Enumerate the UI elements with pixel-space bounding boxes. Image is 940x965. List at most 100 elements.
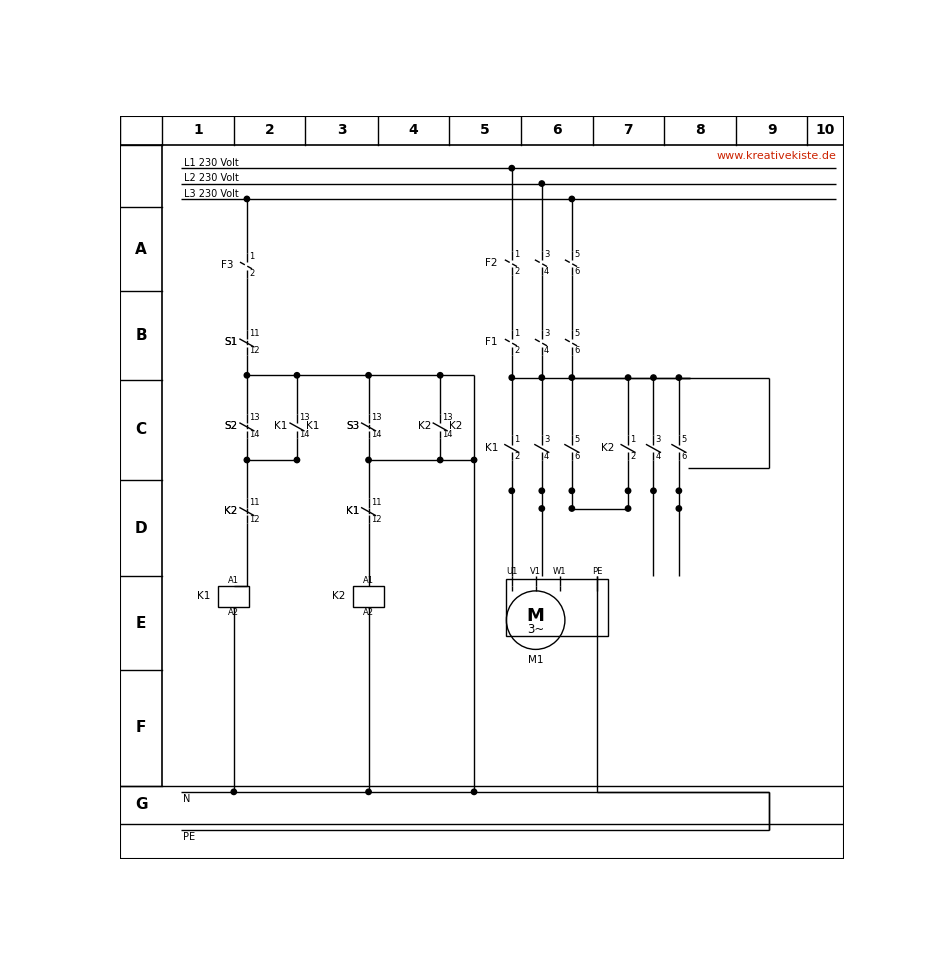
Text: PE: PE — [592, 567, 603, 576]
Text: S2: S2 — [225, 421, 238, 431]
Bar — [218, 586, 249, 607]
Text: K2: K2 — [417, 421, 431, 431]
Text: 2: 2 — [514, 452, 519, 460]
Text: B: B — [135, 328, 147, 344]
Bar — [353, 586, 384, 607]
Circle shape — [676, 488, 682, 493]
Text: 1: 1 — [514, 250, 519, 259]
Circle shape — [509, 375, 514, 380]
Text: 3: 3 — [656, 434, 661, 444]
Circle shape — [569, 506, 574, 511]
Text: 4: 4 — [544, 346, 549, 355]
Text: PE: PE — [183, 832, 196, 842]
Text: S1: S1 — [225, 337, 238, 347]
Text: K2: K2 — [225, 506, 238, 516]
Circle shape — [294, 372, 300, 378]
Text: 3: 3 — [544, 434, 550, 444]
Text: 12: 12 — [249, 346, 259, 355]
Text: K2: K2 — [332, 592, 346, 601]
Text: F: F — [136, 721, 147, 735]
Text: 9: 9 — [767, 124, 776, 137]
Text: 13: 13 — [443, 413, 453, 422]
Text: N: N — [183, 794, 191, 804]
Circle shape — [244, 196, 250, 202]
Text: F2: F2 — [485, 258, 498, 268]
Text: C: C — [135, 423, 147, 437]
Text: 3~: 3~ — [527, 622, 544, 636]
Text: M1: M1 — [528, 655, 543, 665]
Text: 13: 13 — [249, 413, 259, 422]
Circle shape — [244, 372, 250, 378]
Circle shape — [625, 488, 631, 493]
Text: A1: A1 — [363, 576, 374, 586]
Text: 14: 14 — [371, 430, 382, 439]
Text: 6: 6 — [574, 452, 580, 460]
Text: 1: 1 — [514, 434, 519, 444]
Text: 14: 14 — [299, 430, 310, 439]
Circle shape — [231, 789, 237, 794]
Text: S3: S3 — [346, 421, 359, 431]
Text: S2: S2 — [225, 421, 238, 431]
Text: 6: 6 — [682, 452, 686, 460]
Text: www.kreativekiste.de: www.kreativekiste.de — [716, 151, 836, 161]
Circle shape — [625, 506, 631, 511]
Circle shape — [650, 375, 656, 380]
Text: 11: 11 — [249, 498, 259, 507]
Text: F1: F1 — [485, 337, 498, 347]
Text: 4: 4 — [544, 452, 549, 460]
Text: 8: 8 — [696, 124, 705, 137]
Text: 1: 1 — [249, 252, 255, 262]
Text: 5: 5 — [574, 329, 579, 338]
Text: 13: 13 — [371, 413, 382, 422]
Text: L1 230 Volt: L1 230 Volt — [183, 157, 239, 168]
Circle shape — [509, 165, 514, 171]
Text: 5: 5 — [574, 434, 579, 444]
Circle shape — [471, 789, 477, 794]
Text: A: A — [135, 241, 147, 257]
Circle shape — [540, 375, 544, 380]
Text: 2: 2 — [265, 124, 274, 137]
Text: 12: 12 — [371, 514, 382, 524]
Circle shape — [471, 457, 477, 462]
Text: 12: 12 — [249, 514, 259, 524]
Text: K2: K2 — [225, 506, 238, 516]
Circle shape — [509, 488, 514, 493]
Circle shape — [569, 488, 574, 493]
Text: 11: 11 — [371, 498, 382, 507]
Text: K1: K1 — [346, 506, 359, 516]
Circle shape — [366, 372, 371, 378]
Circle shape — [366, 457, 371, 462]
Text: A2: A2 — [363, 608, 374, 617]
Text: 14: 14 — [443, 430, 453, 439]
Text: 11: 11 — [249, 329, 259, 338]
Text: 2: 2 — [514, 267, 519, 276]
Circle shape — [540, 488, 544, 493]
Text: S1: S1 — [225, 337, 238, 347]
Text: G: G — [134, 797, 148, 813]
Circle shape — [540, 506, 544, 511]
Circle shape — [625, 375, 631, 380]
Text: 4: 4 — [656, 452, 661, 460]
Text: K1: K1 — [346, 506, 359, 516]
Text: K1: K1 — [197, 592, 211, 601]
Text: M: M — [526, 607, 544, 625]
Text: U1: U1 — [506, 567, 517, 576]
Text: 5: 5 — [574, 250, 579, 259]
Text: 6: 6 — [552, 124, 561, 137]
Text: A1: A1 — [228, 576, 240, 586]
Circle shape — [437, 457, 443, 462]
Text: K1: K1 — [306, 421, 320, 431]
Text: 1: 1 — [193, 124, 203, 137]
Text: 3: 3 — [337, 124, 347, 137]
Circle shape — [650, 488, 656, 493]
Circle shape — [569, 196, 574, 202]
Text: 13: 13 — [299, 413, 310, 422]
Circle shape — [294, 457, 300, 462]
Bar — [506, 579, 608, 636]
Text: 2: 2 — [249, 269, 255, 278]
Text: 2: 2 — [514, 346, 519, 355]
Text: 2: 2 — [631, 452, 635, 460]
Text: K2: K2 — [449, 421, 462, 431]
Text: W1: W1 — [553, 567, 566, 576]
Text: E: E — [136, 616, 147, 631]
